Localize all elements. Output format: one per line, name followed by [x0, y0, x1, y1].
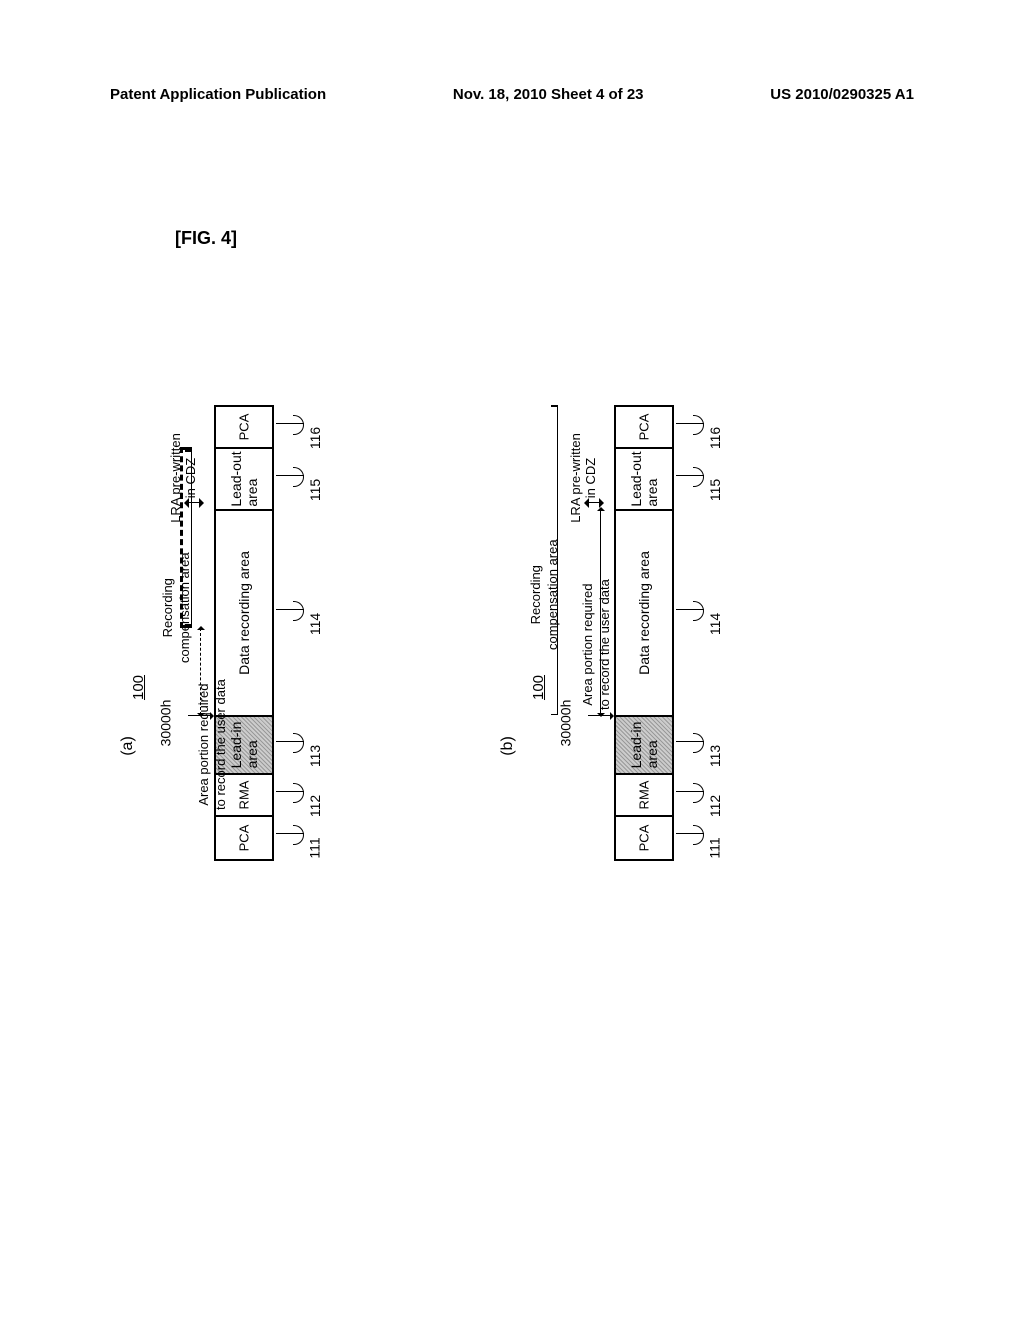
address-marker: 30000h [157, 700, 173, 747]
disc-segment-113: Lead-inarea [616, 717, 672, 775]
segment-id-callout: 112 [276, 784, 326, 814]
segment-label: PCA [637, 414, 652, 441]
disc-layout: PCA Lead-outarea Data recording area Lead-i… [614, 405, 674, 861]
segment-id-callout: 116 [276, 416, 326, 446]
disc-segment-111: PCA [616, 817, 672, 859]
compensation-area-label: Recordingcompensation area [528, 539, 562, 650]
page-header: Patent Application Publication Nov. 18, … [110, 86, 914, 103]
segment-label: RMA [237, 781, 252, 810]
segment-id-callout: 113 [676, 734, 726, 764]
disc-ref: 100 [130, 675, 147, 700]
segment-id-callout: 113 [276, 734, 326, 764]
pub-center: Nov. 18, 2010 Sheet 4 of 23 [453, 86, 644, 103]
disc-segment-116: PCA [216, 407, 272, 449]
segment-id-callout: 112 [676, 784, 726, 814]
pub-right: US 2010/0290325 A1 [770, 86, 914, 103]
user-data-extent-label: Area portion requiredto record the user … [196, 679, 230, 810]
compensation-area-label: Recordingcompensation area [160, 553, 194, 664]
disc-segment-114: Data recording area [616, 511, 672, 717]
segment-label: PCA [237, 825, 252, 852]
segment-id-callout: 111 [276, 826, 325, 856]
segment-label: Data recording area [636, 551, 652, 675]
segment-id-callout: 114 [676, 602, 726, 632]
segment-label: RMA [637, 781, 652, 810]
segment-label: PCA [237, 414, 252, 441]
disc-segment-112: RMA [616, 775, 672, 817]
segment-id-callout: 116 [676, 416, 726, 446]
segment-id-callout: 115 [276, 468, 326, 498]
segment-label: Lead-outarea [228, 451, 260, 506]
segment-id-callout: 114 [276, 602, 326, 632]
segment-label: PCA [637, 825, 652, 852]
segment-label: Lead-outarea [628, 451, 660, 506]
disc-segment-111: PCA [216, 817, 272, 859]
disc-ref: 100 [530, 675, 547, 700]
subfigure-label: (a) [119, 736, 137, 756]
address-marker: 30000h [557, 700, 573, 747]
segment-id-callout: 111 [676, 826, 725, 856]
segment-id-callout: 115 [676, 468, 726, 498]
figure-title: [FIG. 4] [175, 228, 237, 249]
disc-segment-115: Lead-outarea [216, 449, 272, 511]
pub-left: Patent Application Publication [110, 86, 326, 103]
user-data-extent-label: Area portion requiredto record the user … [580, 579, 614, 710]
segment-label: Lead-inarea [228, 722, 260, 769]
disc-segment-116: PCA [616, 407, 672, 449]
segment-label: Lead-inarea [628, 722, 660, 769]
disc-segment-115: Lead-outarea [616, 449, 672, 511]
segment-label: Data recording area [236, 551, 252, 675]
lra-label: LRA pre-writtenin CDZ [568, 403, 598, 553]
subfigure-label: (b) [499, 736, 517, 756]
